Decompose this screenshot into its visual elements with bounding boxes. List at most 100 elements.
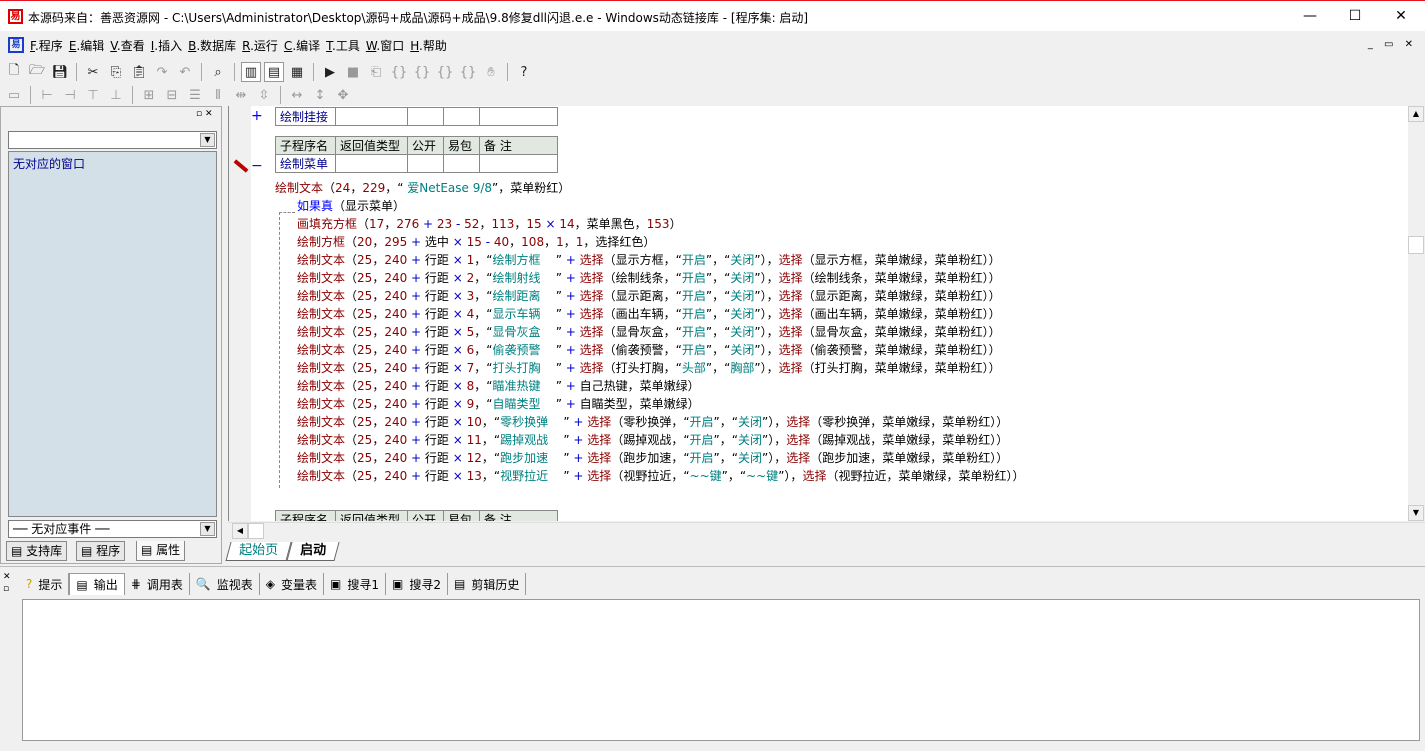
tab-search[interactable]: ▣ 搜寻1: [324, 573, 387, 595]
output-area[interactable]: [22, 599, 1420, 741]
find-icon[interactable]: ⌕: [214, 64, 222, 80]
panel-controls[interactable]: ✕ ▫: [3, 572, 11, 594]
open-folder-icon[interactable]: 🗁: [28, 63, 46, 78]
step-out-icon[interactable]: {}: [436, 64, 454, 80]
tab-start-page[interactable]: 起始页: [225, 542, 292, 561]
center-v-icon[interactable]: ⊟: [166, 87, 178, 103]
layout-left-icon[interactable]: ▥: [241, 62, 261, 82]
center-h-icon[interactable]: ⊞: [143, 87, 155, 103]
step-into-icon[interactable]: {}: [390, 64, 408, 80]
code-line[interactable]: 画填充方框（17，276 + 23 - 52，113，15 × 14，菜单黑色，…: [297, 217, 682, 231]
scroll-thumb: [248, 523, 264, 539]
menu-v[interactable]: V.查看: [110, 39, 145, 53]
help-binoculars-icon[interactable]: ?: [520, 64, 528, 80]
code-line[interactable]: 绘制文本（25，240 + 行距 × 7，“打头打胸 ” + 选择（打头打胸，“…: [297, 361, 1001, 375]
code-line[interactable]: 绘制方框（20，295 + 选中 × 15 - 40，108，1，1，选择红色）: [297, 235, 656, 249]
align-top-icon[interactable]: ⊤: [87, 87, 99, 103]
space-h-icon[interactable]: ⦀: [215, 87, 221, 103]
stop-icon[interactable]: ■: [346, 64, 360, 80]
event-combo[interactable]: ── 无对应事件 ── ▼: [8, 520, 217, 538]
document-tabs: 起始页 启动: [225, 542, 340, 562]
code-editor[interactable]: + − 绘制挂接 子程序名 返回值类型 公开 易包备 注 绘制菜单 绘制文本（24，2…: [228, 106, 1425, 521]
align-bottom-icon[interactable]: ⊥: [110, 87, 122, 103]
code-line[interactable]: 绘制文本（25，240 + 行距 × 12，“跑步加速 ” + 选择（跑步加速，…: [297, 451, 1009, 465]
tab-program[interactable]: ▤ 程序: [76, 541, 126, 561]
step-icon[interactable]: ⎗: [370, 64, 382, 80]
cut-icon[interactable]: ✂: [87, 64, 99, 80]
close-button[interactable]: ✕: [1395, 8, 1407, 24]
left-panel: ▫ ✕ ▼ 无对应的窗口 ── 无对应事件 ── ▼ ▤ 支持库 ▤ 程序 ▤ 属…: [0, 106, 222, 564]
maximize-button[interactable]: ☐: [1348, 8, 1362, 24]
form-icon[interactable]: ▭: [7, 87, 21, 103]
code-line[interactable]: 如果真（显示菜单）: [297, 199, 406, 213]
tab-search[interactable]: ▣ 搜寻2: [386, 573, 449, 595]
tab-output[interactable]: ▤ 输出: [69, 573, 125, 595]
save-icon[interactable]: 💾︎: [51, 64, 69, 80]
distribute-v-icon[interactable]: ⇳: [258, 87, 270, 103]
mdi-controls[interactable]: _ ▭ ✕: [1367, 39, 1417, 50]
horizontal-scrollbar[interactable]: ◀: [228, 522, 1425, 539]
menu-e[interactable]: E.编辑: [68, 39, 105, 53]
tab-question[interactable]: ? 提示: [20, 573, 70, 595]
project-tree[interactable]: 无对应的窗口: [8, 151, 217, 517]
tab-magnifier[interactable]: 🔍 监视表: [190, 573, 260, 595]
search-icon: ▣: [330, 577, 342, 591]
undo-icon[interactable]: ↶: [179, 64, 191, 80]
tab-variables[interactable]: ◈ 变量表: [260, 573, 325, 595]
align-left-icon[interactable]: ⊢: [41, 87, 53, 103]
layout-bottom-icon[interactable]: ▤: [264, 62, 284, 82]
same-height-icon[interactable]: ↕: [314, 87, 326, 103]
menu-f[interactable]: F.程序: [30, 39, 63, 53]
code-line[interactable]: 绘制文本（25，240 + 行距 × 3，“绘制距离 ” + 选择（显示距离，“…: [297, 289, 1001, 303]
expand-icon[interactable]: +: [251, 108, 263, 124]
layout-both-icon[interactable]: ▦: [290, 64, 304, 80]
tab-properties[interactable]: ▤ 属性: [136, 541, 186, 561]
tab-startup[interactable]: 启动: [286, 542, 340, 561]
same-size-icon[interactable]: ✥: [337, 87, 349, 103]
vertical-scrollbar[interactable]: ▲ ▼: [1408, 106, 1425, 521]
menu-b[interactable]: B.数据库: [188, 39, 237, 53]
menu-h[interactable]: H.帮助: [410, 39, 447, 53]
run-to-cursor-icon[interactable]: {}: [459, 64, 477, 80]
collapse-icon[interactable]: −: [251, 158, 263, 174]
magnifier-icon: 🔍: [195, 577, 211, 591]
space-v-icon[interactable]: ☰: [189, 87, 201, 103]
tab-support-library[interactable]: ▤ 支持库: [6, 541, 68, 561]
minimize-button[interactable]: —: [1303, 8, 1317, 24]
code-line[interactable]: 绘制文本（25，240 + 行距 × 5，“显骨灰盒 ” + 选择（显骨灰盒，“…: [297, 325, 1001, 339]
block-guide: [279, 212, 280, 488]
code-line[interactable]: 绘制文本（25，240 + 行距 × 2，“绘制射线 ” + 选择（绘制线条，“…: [297, 271, 1001, 285]
menu-w[interactable]: W.窗口: [365, 39, 405, 53]
copy-icon[interactable]: ⎘: [110, 64, 122, 80]
paste-icon[interactable]: 📋︎: [130, 64, 148, 80]
run-icon[interactable]: ▶: [325, 64, 335, 80]
tab-callstack[interactable]: ⋕ 调用表: [125, 573, 190, 595]
code-line[interactable]: 绘制文本（25，240 + 行距 × 13，“视野拉近 ” + 选择（视野拉近，…: [297, 469, 1025, 483]
new-file-icon[interactable]: 🗋: [8, 63, 20, 78]
tree-item[interactable]: 无对应的窗口: [13, 157, 86, 171]
redo-icon[interactable]: ↷: [156, 64, 168, 80]
code-line[interactable]: 绘制文本（25，240 + 行距 × 8，“瞄准热键 ” + 自己热键，菜单嫩绿…: [297, 379, 700, 393]
tab-clipboard[interactable]: ▤ 剪辑历史: [448, 573, 527, 595]
sub-name[interactable]: 绘制菜单: [275, 154, 336, 173]
hand-icon[interactable]: ✋︎: [487, 64, 495, 80]
code-line[interactable]: 绘制文本（25，240 + 行距 × 6，“偷袭预警 ” + 选择（偷袭预警，“…: [297, 343, 1001, 357]
menu-c[interactable]: C.编译: [283, 39, 321, 53]
object-combo[interactable]: ▼: [8, 131, 217, 149]
same-width-icon[interactable]: ↔: [291, 87, 303, 103]
menu-i[interactable]: I.插入: [150, 39, 183, 53]
code-line[interactable]: 绘制文本（25，240 + 行距 × 9，“自瞄类型 ” + 自瞄类型，菜单嫩绿…: [297, 397, 700, 411]
step-over-icon[interactable]: {}: [413, 64, 431, 80]
align-right-icon[interactable]: ⊣: [64, 87, 76, 103]
code-line[interactable]: 绘制文本（25，240 + 行距 × 11，“踢掉观战 ” + 选择（踢掉观战，…: [297, 433, 1009, 447]
panel-controls[interactable]: ▫ ✕: [196, 109, 213, 119]
menu-r[interactable]: R.运行: [242, 39, 278, 53]
menu-bar: 易 F.程序 E.编辑 V.查看 I.插入 B.数据库 R.运行 C.编译 T.工具 W.窗口 H…: [0, 33, 1425, 60]
code-line[interactable]: 绘制文本（24，229，“ 爱NetEase 9/8”，菜单粉红）: [275, 181, 571, 195]
code-line[interactable]: 绘制文本（25，240 + 行距 × 10，“零秒换弹 ” + 选择（零秒换弹，…: [297, 415, 1009, 429]
code-line[interactable]: 绘制文本（25，240 + 行距 × 4，“显示车辆 ” + 选择（画出车辆，“…: [297, 307, 1001, 321]
distribute-h-icon[interactable]: ⇹: [235, 87, 247, 103]
code-line[interactable]: 绘制文本（25，240 + 行距 × 1，“绘制方框 ” + 选择（显示方框，“…: [297, 253, 1001, 267]
sub-name[interactable]: 绘制挂接: [275, 107, 336, 126]
menu-t[interactable]: T.工具: [326, 39, 360, 53]
